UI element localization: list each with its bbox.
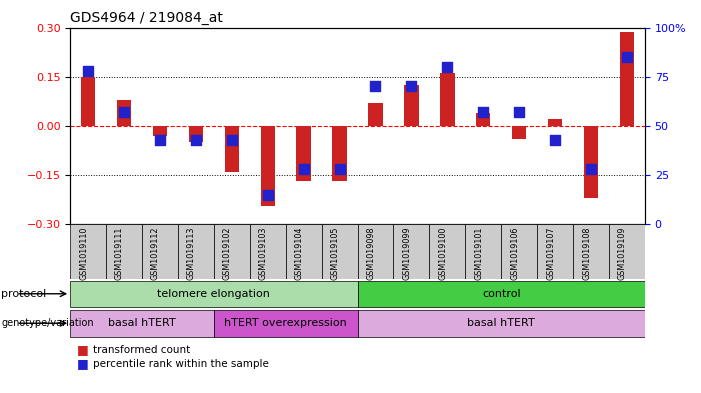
Bar: [573, 224, 609, 279]
Bar: [142, 224, 178, 279]
Text: GSM1019105: GSM1019105: [331, 227, 339, 280]
Bar: [214, 310, 358, 336]
Bar: [476, 113, 491, 126]
Text: telomere elongation: telomere elongation: [157, 289, 271, 299]
Text: control: control: [482, 289, 521, 299]
Bar: [70, 224, 106, 279]
Text: protocol: protocol: [1, 289, 47, 299]
Bar: [368, 103, 383, 126]
Bar: [548, 119, 562, 126]
Text: GSM1019102: GSM1019102: [223, 227, 232, 280]
Bar: [512, 126, 526, 139]
Bar: [430, 224, 465, 279]
Point: [118, 109, 130, 115]
Bar: [178, 224, 214, 279]
Point: [514, 109, 525, 115]
Bar: [584, 126, 598, 198]
Bar: [404, 85, 418, 126]
Bar: [297, 126, 311, 182]
Point: [334, 166, 345, 172]
Bar: [501, 224, 537, 279]
Text: GSM1019101: GSM1019101: [475, 227, 483, 280]
Text: GSM1019104: GSM1019104: [294, 227, 304, 280]
Bar: [537, 224, 573, 279]
Point: [154, 136, 165, 143]
Bar: [261, 126, 275, 206]
Text: transformed count: transformed count: [93, 345, 190, 355]
Text: GSM1019098: GSM1019098: [367, 227, 376, 280]
Text: GSM1019110: GSM1019110: [79, 227, 88, 280]
Point: [370, 83, 381, 90]
Point: [262, 191, 273, 198]
Text: GSM1019111: GSM1019111: [115, 227, 124, 280]
Text: GSM1019099: GSM1019099: [402, 227, 411, 280]
Point: [190, 136, 201, 143]
Text: GSM1019103: GSM1019103: [259, 227, 268, 280]
Text: GSM1019106: GSM1019106: [510, 227, 519, 280]
Text: ■: ■: [77, 357, 89, 370]
Text: basal hTERT: basal hTERT: [468, 318, 535, 328]
Text: percentile rank within the sample: percentile rank within the sample: [93, 358, 268, 369]
Bar: [358, 224, 393, 279]
Text: GSM1019113: GSM1019113: [187, 227, 196, 280]
Point: [442, 64, 453, 70]
Text: GSM1019109: GSM1019109: [618, 227, 627, 280]
Bar: [117, 99, 131, 126]
Bar: [620, 33, 634, 126]
Text: GSM1019112: GSM1019112: [151, 227, 160, 280]
Bar: [106, 224, 142, 279]
Point: [550, 136, 561, 143]
Bar: [81, 77, 95, 126]
Bar: [393, 224, 429, 279]
Bar: [358, 310, 645, 336]
Bar: [214, 224, 250, 279]
Bar: [358, 281, 645, 307]
Point: [298, 166, 309, 172]
Point: [477, 109, 489, 115]
Bar: [286, 224, 322, 279]
Bar: [189, 126, 203, 142]
Point: [406, 83, 417, 90]
Text: GSM1019100: GSM1019100: [438, 227, 447, 280]
Bar: [153, 126, 167, 136]
Text: basal hTERT: basal hTERT: [108, 318, 176, 328]
Point: [83, 68, 94, 74]
Bar: [609, 224, 645, 279]
Bar: [224, 126, 239, 172]
Point: [621, 54, 632, 60]
Text: GDS4964 / 219084_at: GDS4964 / 219084_at: [70, 11, 223, 25]
Bar: [70, 281, 358, 307]
Text: GSM1019108: GSM1019108: [582, 227, 591, 280]
Point: [226, 136, 238, 143]
Point: [585, 166, 597, 172]
Bar: [332, 126, 347, 182]
Bar: [440, 73, 454, 126]
Bar: [250, 224, 286, 279]
Text: GSM1019107: GSM1019107: [546, 227, 555, 280]
Bar: [465, 224, 501, 279]
Bar: [70, 310, 214, 336]
Text: ■: ■: [77, 343, 89, 356]
Bar: [322, 224, 358, 279]
Text: genotype/variation: genotype/variation: [1, 318, 94, 328]
Text: hTERT overexpression: hTERT overexpression: [224, 318, 347, 328]
